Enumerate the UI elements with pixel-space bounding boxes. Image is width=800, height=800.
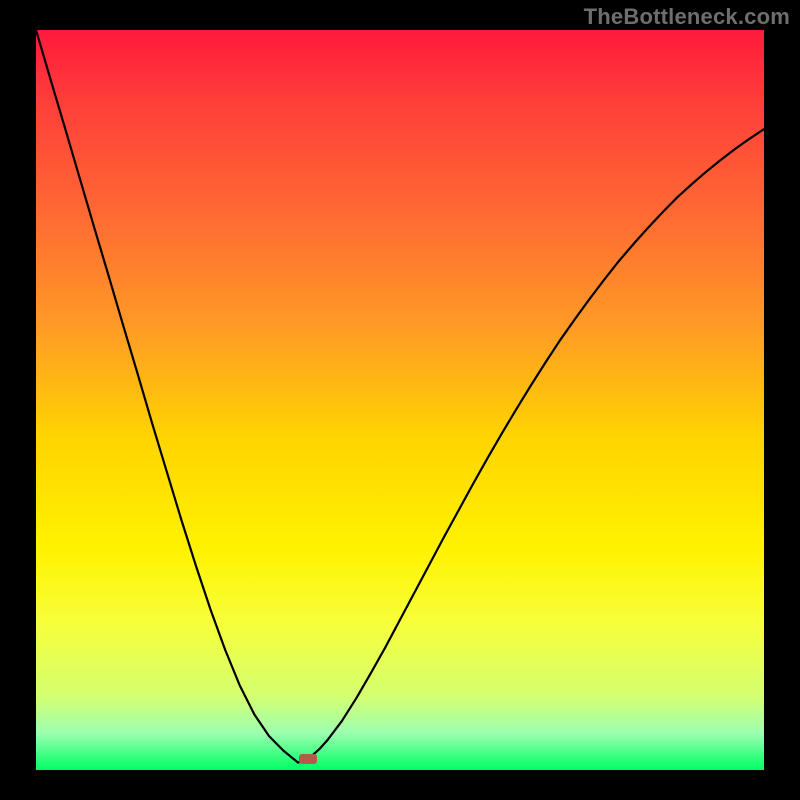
watermark-text: TheBottleneck.com	[584, 4, 790, 30]
minimum-marker	[299, 754, 317, 764]
chart-frame: TheBottleneck.com	[0, 0, 800, 800]
plot-area	[36, 30, 764, 770]
